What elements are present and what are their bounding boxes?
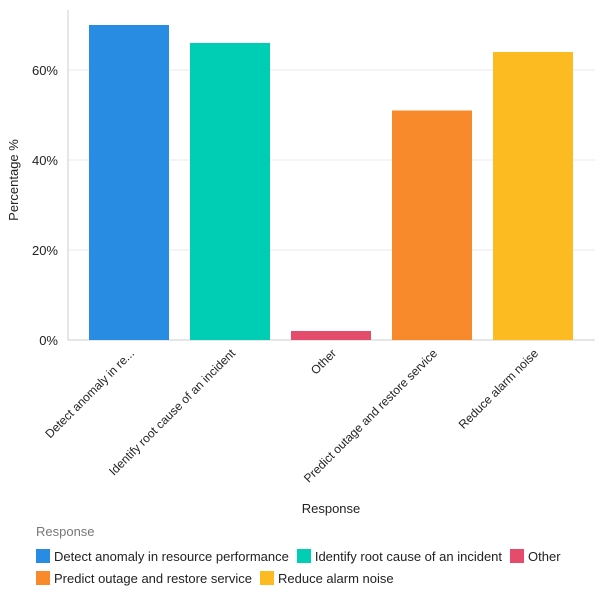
bar <box>493 52 573 340</box>
legend-item[interactable]: Detect anomaly in resource performance <box>36 545 289 567</box>
legend-item[interactable]: Identify root cause of an incident <box>296 545 503 567</box>
x-tick-label: Reduce alarm noise <box>456 346 542 432</box>
legend-label: Detect anomaly in resource performance <box>54 548 289 564</box>
legend-item[interactable]: Reduce alarm noise <box>260 567 394 589</box>
legend-swatch <box>510 549 525 563</box>
legend-label: Other <box>528 548 561 564</box>
legend-label: Predict outage and restore service <box>54 570 252 586</box>
legend-label: Identify root cause of an incident <box>314 548 503 564</box>
bar-chart: Percentage % Response 0% 20% 40% 60% Detect … <box>6 10 595 516</box>
legend-swatch <box>36 571 50 585</box>
bar <box>291 331 371 340</box>
legend-item[interactable]: Predict outage and restore service <box>36 567 252 589</box>
x-axis-label: Response <box>302 501 361 516</box>
y-tick-label: 0% <box>39 333 58 348</box>
legend: Response Detect anomaly in resource perf… <box>36 524 596 589</box>
legend-label: Reduce alarm noise <box>278 570 394 586</box>
legend-swatch <box>260 571 274 585</box>
legend-swatch <box>296 549 311 563</box>
legend-title: Response <box>36 524 95 539</box>
bar <box>392 110 472 340</box>
y-tick-label: 40% <box>32 153 58 168</box>
x-tick-label: Other <box>308 346 339 377</box>
legend-swatch <box>36 549 50 563</box>
bar <box>190 43 270 340</box>
legend-item[interactable]: Other <box>510 545 561 567</box>
y-tick-label: 60% <box>32 63 58 78</box>
bar <box>89 25 169 340</box>
y-tick-label: 20% <box>32 243 58 258</box>
y-axis-label: Percentage % <box>6 139 21 221</box>
x-tick-label: Detect anomaly in re... <box>42 346 137 441</box>
